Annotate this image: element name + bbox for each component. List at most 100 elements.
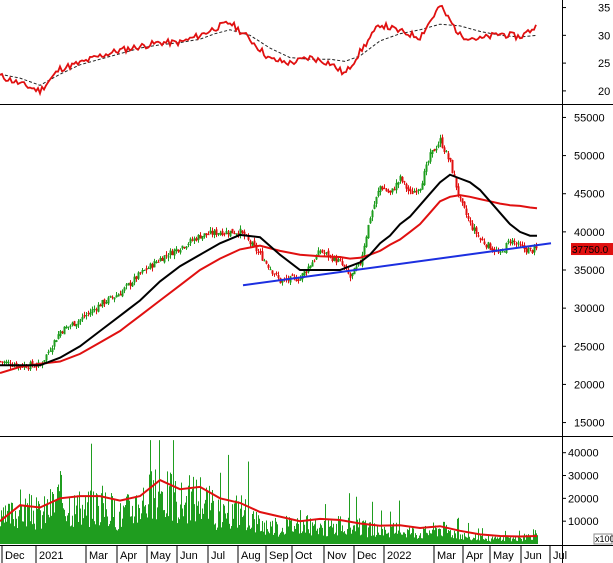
volume-bar [361, 534, 362, 544]
volume-bar [326, 536, 327, 544]
volume-tick-label: 40000 [568, 448, 599, 460]
candle-body [275, 272, 278, 274]
volume-bar [54, 512, 55, 544]
volume-bar [31, 495, 32, 544]
candle-body [211, 231, 214, 235]
volume-bar [362, 521, 363, 544]
volume-bar [190, 520, 191, 544]
volume-bar [382, 528, 383, 544]
volume-bar [3, 507, 4, 544]
volume-bar [93, 491, 94, 544]
candle-body [349, 274, 352, 278]
candle-body [7, 361, 10, 363]
volume-bar [503, 537, 504, 544]
rsi-tick-label: 35 [598, 3, 610, 15]
volume-bar [435, 525, 436, 544]
volume-bar [334, 534, 335, 544]
candle-body [195, 238, 198, 241]
candle-body [397, 181, 400, 185]
volume-bar [95, 524, 96, 544]
volume-bar [289, 517, 290, 544]
volume-bar [163, 510, 164, 544]
candle-body [527, 248, 530, 254]
volume-bar [99, 525, 100, 544]
volume-bar [456, 538, 457, 544]
volume-bar [313, 525, 314, 544]
volume-bar [497, 537, 498, 544]
candle-body [375, 196, 378, 204]
volume-bar [123, 505, 124, 544]
candle-body [63, 326, 66, 335]
candle-body [531, 249, 534, 254]
volume-bar [506, 536, 507, 544]
candle-body [75, 324, 78, 327]
candle-body [303, 271, 306, 276]
candle-body [399, 175, 402, 181]
x-tick-label: Jun [524, 550, 542, 562]
volume-bar [269, 533, 270, 544]
volume-bar [46, 505, 47, 544]
volume-bar [236, 495, 237, 544]
candle-body [85, 315, 88, 317]
volume-bar [398, 530, 399, 544]
volume-bar [295, 528, 296, 544]
volume-bar [415, 533, 416, 544]
candle-body [139, 272, 142, 274]
volume-bar [175, 481, 176, 544]
price-axis: 15000 20000 25000 30000 35000 40000 45000 50000… [562, 112, 605, 430]
volume-bar [264, 522, 265, 544]
candle-body [91, 309, 94, 313]
volume-bar [140, 519, 141, 544]
volume-bar [321, 525, 322, 544]
candle-body [293, 276, 296, 278]
x-tick-label: Aug [241, 550, 261, 562]
volume-bar [514, 539, 515, 544]
volume-bar [158, 491, 159, 544]
volume-bar [399, 500, 400, 544]
candle-body [51, 348, 54, 353]
volume-bar [137, 522, 138, 544]
volume-bar [48, 514, 49, 544]
candle-body [217, 233, 220, 235]
volume-bar [360, 535, 361, 544]
candle-body [379, 185, 382, 193]
x-tick-label: Nov [327, 550, 347, 562]
candle-body [69, 325, 72, 327]
candle-body [125, 284, 128, 286]
volume-bar [139, 508, 140, 544]
volume-bar [371, 535, 372, 544]
volume-bar [338, 516, 339, 544]
volume-bar [493, 539, 494, 544]
volume-bar [535, 530, 536, 544]
volume-bar [327, 536, 328, 544]
volume-bar [330, 525, 331, 544]
volume-bar [92, 518, 93, 544]
volume-bar [21, 505, 22, 544]
last-price-tag-group: 37750.0 [571, 243, 613, 256]
volume-bar [177, 523, 178, 544]
candle-body [405, 183, 408, 189]
candle-body [371, 210, 374, 218]
candle-body [97, 304, 100, 312]
volume-bar [272, 520, 273, 544]
candle-body [235, 233, 238, 235]
candle-body [179, 250, 182, 253]
candle-body [473, 227, 476, 231]
volume-unit-box [593, 533, 613, 545]
volume-bar [350, 527, 351, 544]
volume-bar [104, 516, 105, 544]
volume-bar [188, 485, 189, 544]
volume-bar [441, 535, 442, 544]
candle-body [83, 315, 86, 317]
candle-body [11, 365, 14, 367]
volume-bar [186, 495, 187, 544]
volume-bar [189, 475, 190, 544]
volume-bar [122, 518, 123, 544]
volume-bar [126, 496, 127, 544]
volume-bar [23, 521, 24, 544]
candle-body [417, 189, 420, 191]
volume-bar [240, 508, 241, 544]
volume-bar [133, 523, 134, 544]
candle-body [183, 247, 186, 249]
volume-bar [403, 532, 404, 544]
